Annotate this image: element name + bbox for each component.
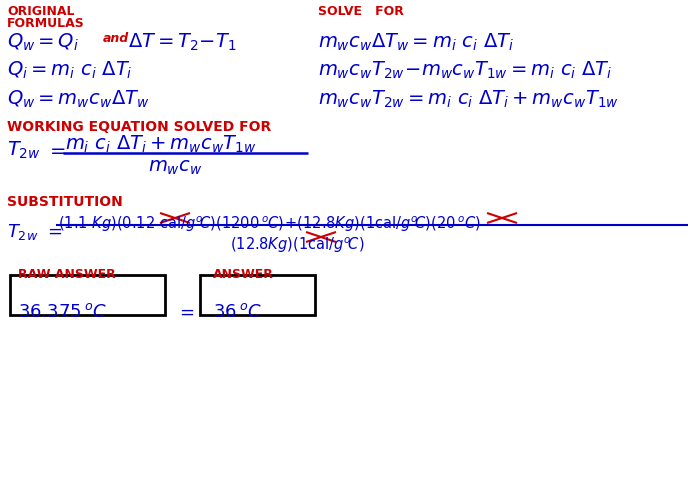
Text: FORMULAS: FORMULAS [7, 17, 84, 30]
Text: $T_{2w}$: $T_{2w}$ [7, 140, 40, 161]
Text: SUBSTITUTION: SUBSTITUTION [7, 195, 123, 209]
Text: $=$: $=$ [46, 140, 66, 159]
Text: $T_{2w}$: $T_{2w}$ [7, 222, 38, 242]
Text: $Q_i=m_i\ c_i\ \Delta T_i$: $Q_i=m_i\ c_i\ \Delta T_i$ [7, 60, 133, 81]
Text: RAW ANSWER: RAW ANSWER [18, 268, 116, 281]
Text: ORIGINAL: ORIGINAL [7, 5, 75, 18]
Text: ANSWER: ANSWER [213, 268, 274, 281]
Text: WORKING EQUATION SOLVED FOR: WORKING EQUATION SOLVED FOR [7, 120, 272, 134]
FancyBboxPatch shape [200, 275, 315, 315]
Text: $\Delta T=T_2\!-\!T_1$: $\Delta T=T_2\!-\!T_1$ [128, 32, 237, 53]
Text: $m_wc_w$: $m_wc_w$ [148, 158, 202, 177]
Text: $=$: $=$ [176, 303, 195, 321]
Text: $m_i\ c_i\ \Delta T_i+m_wc_wT_{1w}$: $m_i\ c_i\ \Delta T_i+m_wc_wT_{1w}$ [65, 134, 256, 155]
Text: $(12.8Kg)(1\mathsf{cal}/g^o\!C)$: $(12.8Kg)(1\mathsf{cal}/g^o\!C)$ [230, 235, 364, 255]
Text: $(1.1\ Kg)(0.12\ \mathsf{cal}/g^o\!C)(1200\,^oC)\!+\!(12.8Kg)(1\mathsf{cal}/g^o\: $(1.1\ Kg)(0.12\ \mathsf{cal}/g^o\!C)(12… [58, 214, 481, 234]
Text: $36\,^oC$: $36\,^oC$ [213, 303, 262, 321]
Text: $Q_w=m_wc_w\Delta T_w$: $Q_w=m_wc_w\Delta T_w$ [7, 89, 149, 110]
FancyBboxPatch shape [10, 275, 165, 315]
Text: $m_wc_w\Delta T_w=m_i\ c_i\ \Delta T_i$: $m_wc_w\Delta T_w=m_i\ c_i\ \Delta T_i$ [318, 32, 514, 53]
Text: $=$: $=$ [44, 222, 63, 240]
Text: SOLVE   FOR: SOLVE FOR [318, 5, 404, 18]
Text: $36.375\,^oC$: $36.375\,^oC$ [18, 303, 107, 321]
Text: $m_wc_wT_{2w}\!-\!m_wc_wT_{1w}=m_i\ c_i\ \Delta T_i$: $m_wc_wT_{2w}\!-\!m_wc_wT_{1w}=m_i\ c_i\… [318, 60, 612, 81]
Text: and: and [103, 32, 129, 45]
Text: $Q_w=Q_i$: $Q_w=Q_i$ [7, 32, 79, 53]
Text: $m_wc_wT_{2w}=m_i\ c_i\ \Delta T_i+m_wc_wT_{1w}$: $m_wc_wT_{2w}=m_i\ c_i\ \Delta T_i+m_wc_… [318, 89, 619, 110]
